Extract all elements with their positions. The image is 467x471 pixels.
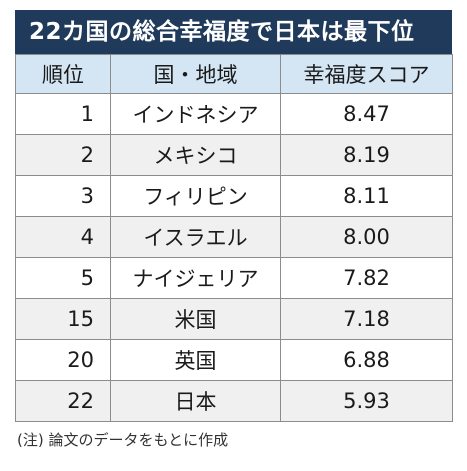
rank-cell: 2 (15, 134, 111, 176)
table-row: 20 英国 6.88 (15, 339, 453, 381)
table-row: 3 フィリピン 8.11 (15, 175, 453, 217)
header-score: 幸福度スコア (280, 54, 453, 94)
rank-cell: 22 (15, 380, 111, 422)
table-row: 1 インドネシア 8.47 (15, 93, 453, 135)
score-cell: 8.00 (280, 216, 453, 258)
ranking-table: 順位 国・地域 幸福度スコア 1 インドネシア 8.47 2 メキシコ 8.19… (15, 54, 453, 422)
header-country: 国・地域 (110, 54, 281, 94)
score-cell: 7.82 (280, 257, 453, 299)
table-row: 5 ナイジェリア 7.82 (15, 257, 453, 299)
score-cell: 7.18 (280, 298, 453, 340)
rank-cell: 20 (15, 339, 111, 381)
country-cell: フィリピン (110, 175, 281, 217)
country-cell: 日本 (110, 380, 281, 422)
happiness-ranking-figure: 22カ国の総合幸福度で日本は最下位 順位 国・地域 幸福度スコア 1 インドネシ… (15, 10, 453, 450)
table-row: 4 イスラエル 8.00 (15, 216, 453, 258)
table-row: 15 米国 7.18 (15, 298, 453, 340)
rank-cell: 4 (15, 216, 111, 258)
country-cell: ナイジェリア (110, 257, 281, 299)
table-row: 22 日本 5.93 (15, 380, 453, 422)
rank-cell: 5 (15, 257, 111, 299)
figure-title: 22カ国の総合幸福度で日本は最下位 (15, 10, 452, 54)
rank-cell: 1 (15, 93, 111, 135)
country-cell: イスラエル (110, 216, 281, 258)
country-cell: インドネシア (110, 93, 281, 135)
score-cell: 6.88 (280, 339, 453, 381)
rank-cell: 15 (15, 298, 111, 340)
score-cell: 8.19 (280, 134, 453, 176)
country-cell: 英国 (110, 339, 281, 381)
rank-cell: 3 (15, 175, 111, 217)
country-cell: メキシコ (110, 134, 281, 176)
table-header-row: 順位 国・地域 幸福度スコア (15, 54, 453, 94)
country-cell: 米国 (110, 298, 281, 340)
score-cell: 8.11 (280, 175, 453, 217)
source-note: (注) 論文のデータをもとに作成 (17, 431, 229, 449)
score-cell: 5.93 (280, 380, 453, 422)
score-cell: 8.47 (280, 93, 453, 135)
table-row: 2 メキシコ 8.19 (15, 134, 453, 176)
header-rank: 順位 (15, 54, 111, 94)
